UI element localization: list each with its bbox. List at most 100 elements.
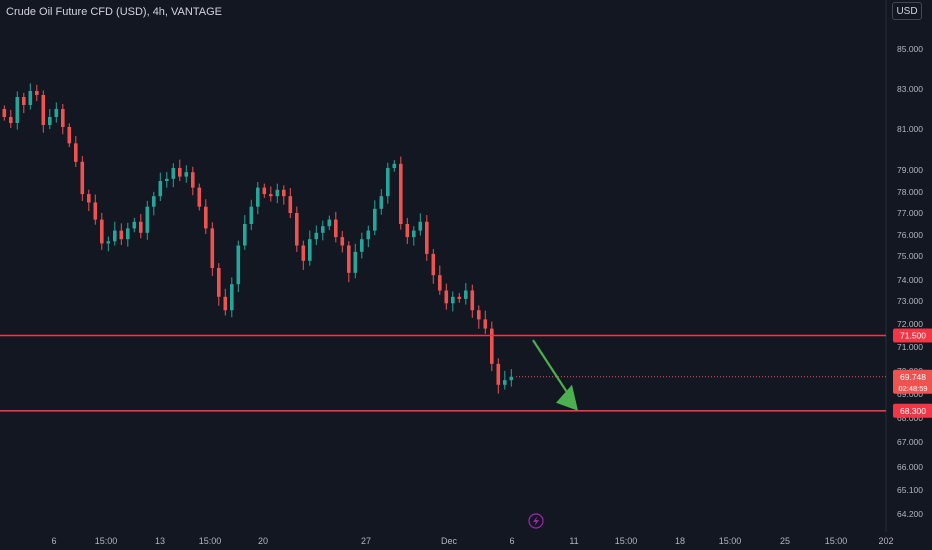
candle-body	[340, 237, 345, 246]
time-tick-label: 15:00	[825, 536, 848, 546]
candle-body	[126, 228, 130, 240]
candle-body	[327, 219, 332, 227]
price-tick-label: 71.000	[897, 342, 923, 352]
candle-body	[223, 296, 228, 311]
candle-body	[67, 127, 72, 144]
level-price-label: 68.300	[900, 406, 926, 416]
candle-body	[22, 97, 26, 105]
candle-body	[366, 230, 371, 240]
candle-body	[106, 241, 111, 244]
price-tick-label: 77.000	[897, 208, 923, 218]
candle-body	[197, 187, 202, 207]
candle-body	[204, 206, 208, 229]
candle-body	[269, 194, 273, 197]
time-tick-label: 15:00	[615, 536, 638, 546]
price-tick-label: 81.000	[897, 124, 923, 134]
candle-body	[282, 189, 286, 197]
candle-body	[438, 275, 442, 291]
price-tick-label: 73.000	[897, 296, 923, 306]
candle-body	[210, 228, 215, 268]
candle-body	[399, 163, 403, 224]
candle-body	[119, 230, 124, 240]
forecast-arrow-head	[556, 384, 578, 411]
candle-body	[158, 181, 163, 197]
time-tick-label: 15:00	[95, 536, 118, 546]
candle-body	[334, 219, 338, 238]
candle-body	[275, 189, 280, 197]
lightning-icon-glyph	[533, 516, 539, 526]
candle-body	[113, 230, 117, 242]
price-tick-label: 65.100	[897, 485, 923, 495]
price-tick-label: 64.200	[897, 509, 923, 519]
time-tick-label: 18	[675, 536, 685, 546]
time-tick-label: 20	[258, 536, 268, 546]
currency-button[interactable]: USD	[892, 2, 922, 20]
time-tick-label: 13	[155, 536, 165, 546]
candle-body	[256, 187, 260, 207]
time-tick-label: 15:00	[199, 536, 222, 546]
price-tick-label: 72.000	[897, 319, 923, 329]
price-tick-label: 85.000	[897, 44, 923, 54]
candle-body	[54, 109, 59, 117]
chart-title: Crude Oil Future CFD (USD), 4h, VANTAGE	[6, 6, 222, 18]
candle-body	[321, 226, 325, 233]
candle-body	[503, 380, 507, 385]
candle-body	[412, 230, 416, 238]
candle-body	[490, 328, 494, 364]
candle-body	[295, 213, 299, 246]
current-price-label: 69.748	[900, 372, 926, 382]
candle-body	[80, 161, 85, 195]
candle-body	[262, 187, 267, 195]
candle-body	[74, 143, 78, 162]
price-tick-label: 79.000	[897, 165, 923, 175]
time-tick-label: 6	[509, 536, 514, 546]
candle-body	[61, 109, 65, 127]
candle-body	[145, 206, 150, 233]
candle-body	[373, 208, 377, 231]
candle-body	[477, 310, 481, 320]
lightning-icon[interactable]	[528, 513, 544, 529]
candle-body	[152, 196, 156, 207]
candle-body	[184, 172, 189, 177]
candle-body	[35, 91, 39, 95]
candle-body	[470, 290, 475, 311]
candle-body	[191, 172, 195, 188]
candle-body	[288, 196, 293, 213]
time-tick-label: 27	[361, 536, 371, 546]
candle-body	[87, 194, 91, 203]
candle-body	[41, 95, 46, 125]
price-tick-label: 76.000	[897, 230, 923, 240]
candle-body	[301, 245, 306, 261]
candle-body	[360, 239, 364, 252]
candle-body	[431, 253, 436, 276]
countdown-label: 02:48:59	[898, 384, 927, 393]
candle-body	[243, 224, 247, 246]
price-tick-label: 69.000	[897, 389, 923, 399]
candle-body	[15, 97, 20, 123]
candle-body	[249, 206, 254, 224]
time-tick-label: 25	[780, 536, 790, 546]
candle-body	[483, 319, 488, 329]
candle-body	[509, 376, 514, 381]
candle-body	[444, 290, 449, 304]
price-tick-label: 68.000	[897, 413, 923, 423]
time-tick-label: Dec	[441, 536, 458, 546]
candle-body	[165, 178, 169, 181]
candle-body	[451, 296, 455, 304]
candle-body	[308, 239, 312, 261]
candle-body	[347, 245, 351, 273]
candle-body	[405, 224, 410, 238]
candle-body	[464, 290, 468, 299]
candle-body	[392, 163, 397, 168]
level-price-label: 71.500	[900, 331, 926, 341]
candle-body	[171, 167, 176, 179]
candle-body	[386, 167, 390, 197]
candle-body	[217, 268, 221, 297]
price-tick-label: 66.000	[897, 462, 923, 472]
candle-body	[457, 296, 462, 299]
forecast-arrow-shaft	[532, 339, 571, 398]
candle-body	[178, 167, 182, 177]
candle-body	[314, 232, 319, 240]
time-tick-label: 11	[569, 536, 578, 546]
